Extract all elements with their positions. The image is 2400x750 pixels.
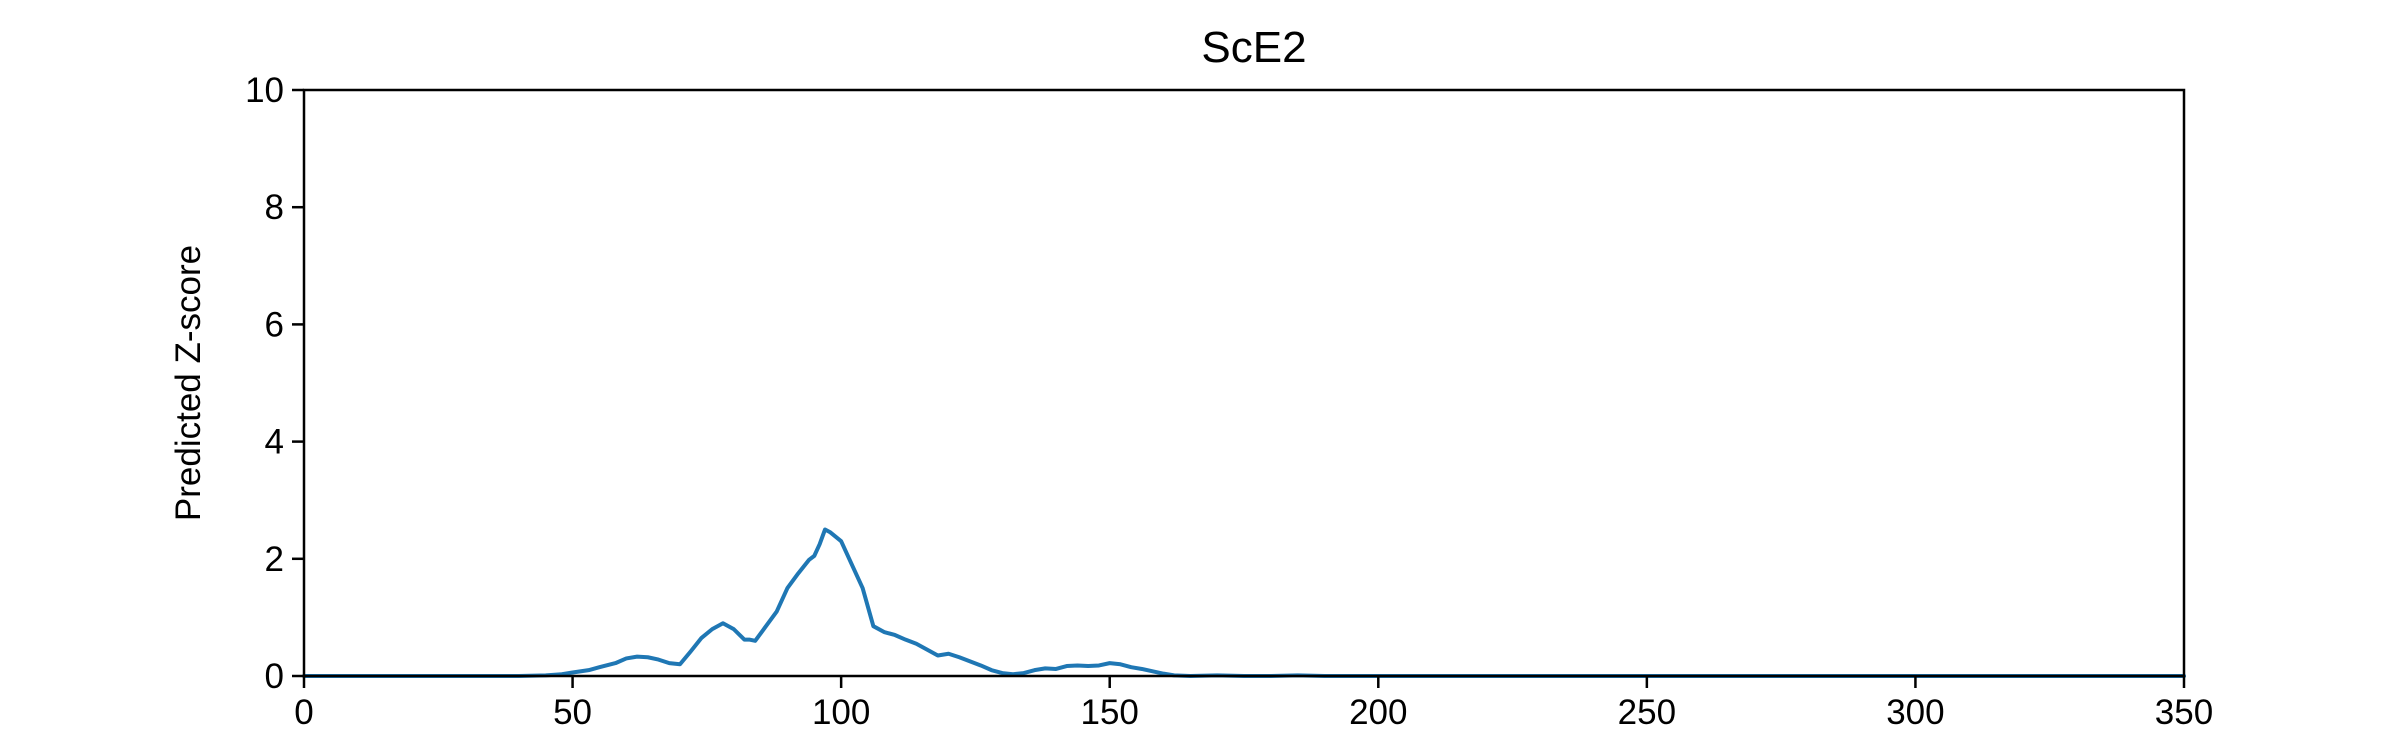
x-tick-label: 50 [553, 693, 592, 732]
series-line-0 [302, 527, 2186, 678]
y-axis-label: Predicted Z-score [169, 245, 208, 521]
y-tick-label: 8 [265, 188, 284, 227]
y-tick-label: 4 [265, 423, 284, 462]
y-axis: 0 2 4 6 8 10 [245, 71, 304, 696]
y-tick-label: 6 [265, 305, 284, 344]
plot-frame [302, 88, 2186, 678]
y-tick-label: 2 [265, 540, 284, 579]
plot-area [302, 527, 2186, 678]
x-tick-label: 100 [812, 693, 870, 732]
x-tick-label: 150 [1081, 693, 1139, 732]
x-tick-label: 300 [1886, 693, 1944, 732]
x-tick-label: 200 [1349, 693, 1407, 732]
y-tick-label: 0 [265, 657, 284, 696]
x-axis: 0 50 100 150 200 250 300 350 [294, 676, 2213, 732]
x-tick-label: 250 [1618, 693, 1676, 732]
y-tick-label: 10 [245, 71, 284, 110]
x-tick-label: 0 [294, 693, 313, 732]
x-tick-label: 350 [2155, 693, 2213, 732]
chart-title: ScE2 [1201, 23, 1306, 72]
